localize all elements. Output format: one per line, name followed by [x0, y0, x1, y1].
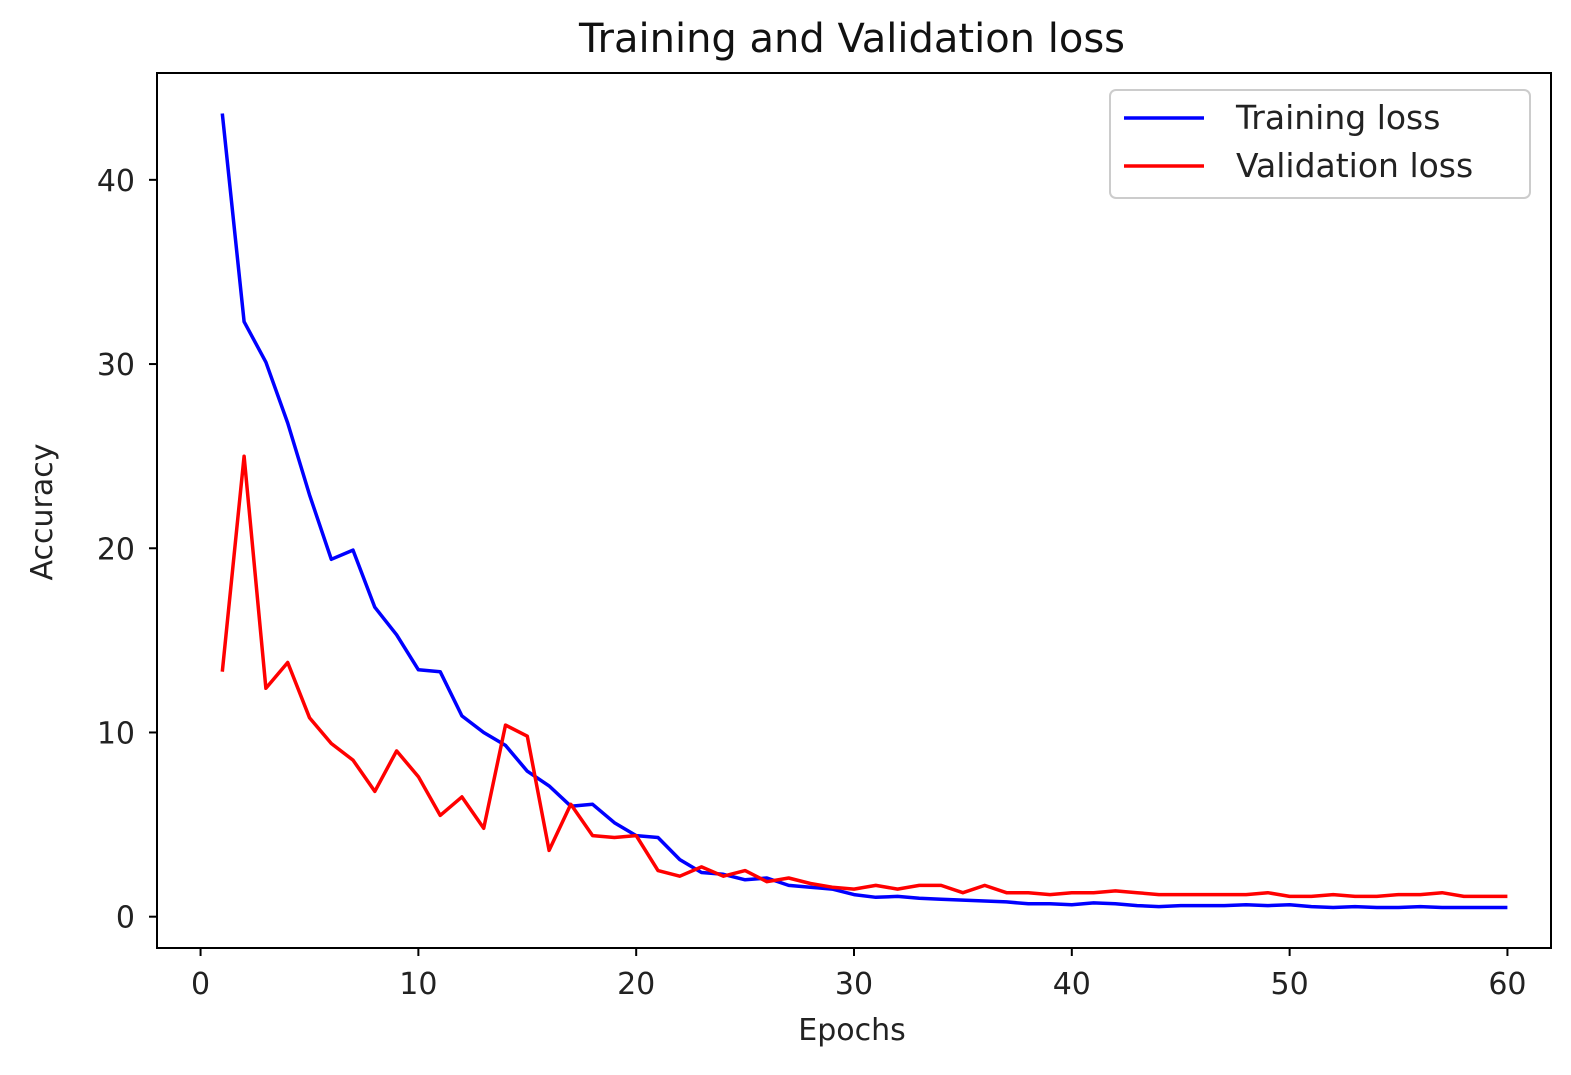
series-line-validation-loss [220, 454, 1508, 899]
chart-title: Training and Validation loss [578, 16, 1125, 62]
y-tick-label: 40 [97, 164, 135, 199]
y-axis-ticks: 0 10 20 30 40 [97, 164, 157, 936]
x-tick-label: 50 [1271, 967, 1309, 1002]
x-axis-ticks: 0 10 20 30 40 50 60 [191, 948, 1527, 1002]
y-tick-label: 10 [97, 716, 135, 751]
legend-label-training-loss: Training loss [1235, 98, 1440, 137]
x-tick-label: 40 [1053, 967, 1091, 1002]
legend-box [1109, 89, 1531, 199]
y-tick-label: 30 [97, 348, 135, 383]
x-tick-label: 60 [1488, 967, 1526, 1002]
y-tick-label: 0 [116, 901, 135, 936]
y-axis-label: Accuracy [25, 444, 60, 581]
x-tick-label: 0 [191, 967, 210, 1002]
x-tick-label: 20 [617, 967, 655, 1002]
y-tick-label: 20 [97, 532, 135, 567]
series-line-training-loss [220, 113, 1508, 910]
legend-label-validation-loss: Validation loss [1236, 146, 1473, 185]
legend: Training loss Validation loss [1109, 89, 1531, 199]
x-axis-label: Epochs [798, 1013, 906, 1048]
x-tick-label: 10 [399, 967, 437, 1002]
series-layer [220, 113, 1508, 910]
x-tick-label: 30 [835, 967, 873, 1002]
